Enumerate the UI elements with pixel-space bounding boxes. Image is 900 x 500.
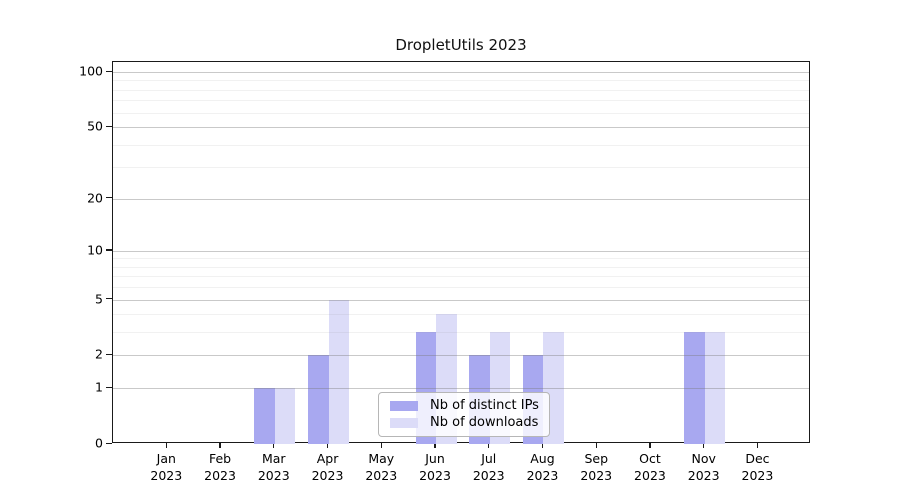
plot-area bbox=[112, 61, 810, 444]
x-tick-year: 2023 bbox=[204, 467, 236, 483]
legend-item-downloads: Nb of downloads bbox=[387, 415, 539, 430]
x-tick-label-dec: Dec 2023 bbox=[727, 451, 787, 484]
x-tick-mark bbox=[434, 443, 436, 448]
y-tick-mark bbox=[106, 386, 112, 388]
x-tick-month: Jul bbox=[481, 451, 497, 466]
x-tick-mark bbox=[488, 443, 490, 448]
x-tick-label-aug: Aug 2023 bbox=[512, 451, 572, 484]
chart-title: DropletUtils 2023 bbox=[395, 36, 527, 54]
x-tick-mark bbox=[703, 443, 705, 448]
x-tick-label-apr: Apr 2023 bbox=[298, 451, 358, 484]
x-tick-year: 2023 bbox=[687, 467, 720, 483]
y-tick-mark bbox=[106, 197, 112, 199]
y-tick-label: 2 bbox=[95, 346, 103, 362]
x-tick-mark bbox=[541, 443, 544, 448]
bar-distinct-ips-apr bbox=[308, 355, 329, 444]
y-tick-mark bbox=[106, 70, 112, 72]
bar-downloads-mar bbox=[274, 388, 296, 444]
x-tick-year: 2023 bbox=[472, 467, 505, 483]
y-tick-label: 20 bbox=[87, 190, 103, 206]
x-tick-label-may: May 2023 bbox=[351, 451, 411, 484]
y-tick-label: 10 bbox=[87, 242, 103, 258]
legend-swatch-distinct-ips bbox=[390, 400, 418, 411]
x-tick-month: Aug bbox=[530, 451, 555, 466]
x-tick-month: Feb bbox=[208, 451, 232, 466]
y-tick-mark bbox=[106, 353, 112, 356]
y-tick-label: 50 bbox=[87, 118, 103, 134]
x-tick-year: 2023 bbox=[741, 467, 774, 483]
x-tick-year: 2023 bbox=[257, 467, 290, 483]
x-tick-month: Sep bbox=[584, 451, 608, 466]
x-tick-label-sep: Sep 2023 bbox=[566, 451, 626, 484]
x-tick-month: Jan bbox=[156, 451, 176, 466]
y-tick-label: 100 bbox=[79, 63, 103, 79]
x-tick-label-jul: Jul 2023 bbox=[459, 451, 519, 484]
x-tick-month: May bbox=[368, 451, 395, 466]
y-tick-mark bbox=[106, 442, 112, 444]
legend: Nb of distinct IPs Nb of downloads bbox=[378, 392, 550, 437]
y-tick-mark bbox=[106, 125, 112, 127]
x-tick-label-jan: Jan 2023 bbox=[136, 451, 196, 484]
legend-label-downloads: Nb of downloads bbox=[430, 415, 539, 430]
x-tick-year: 2023 bbox=[311, 467, 344, 483]
legend-swatch-downloads bbox=[390, 417, 418, 428]
x-tick-month: Jun bbox=[425, 451, 445, 466]
x-tick-label-oct: Oct 2023 bbox=[620, 451, 680, 484]
x-tick-mark bbox=[326, 443, 329, 448]
x-tick-year: 2023 bbox=[365, 467, 398, 483]
y-tick-mark bbox=[106, 298, 112, 300]
x-tick-year: 2023 bbox=[580, 467, 613, 483]
x-tick-label-jun: Jun 2023 bbox=[405, 451, 465, 484]
bar-downloads-apr bbox=[328, 299, 350, 444]
y-tick-mark bbox=[106, 249, 112, 251]
y-tick-label: 5 bbox=[95, 291, 103, 307]
bar-distinct-ips-mar bbox=[254, 388, 275, 444]
x-tick-month: Apr bbox=[316, 451, 339, 466]
x-tick-month: Oct bbox=[639, 451, 661, 466]
x-tick-month: Nov bbox=[691, 451, 716, 466]
legend-label-distinct-ips: Nb of distinct IPs bbox=[430, 398, 539, 413]
x-tick-label-feb: Feb 2023 bbox=[190, 451, 250, 484]
x-tick-year: 2023 bbox=[634, 467, 666, 483]
x-tick-mark bbox=[649, 443, 651, 448]
x-tick-year: 2023 bbox=[526, 467, 559, 483]
x-tick-mark bbox=[595, 443, 597, 448]
bar-distinct-ips-nov bbox=[684, 332, 705, 444]
y-tick-label: 0 bbox=[95, 435, 103, 451]
bars-layer bbox=[113, 62, 809, 444]
x-tick-year: 2023 bbox=[150, 467, 183, 483]
x-tick-mark bbox=[165, 443, 167, 448]
x-tick-month: Mar bbox=[261, 451, 286, 466]
x-tick-mark bbox=[380, 443, 382, 448]
x-tick-mark bbox=[756, 443, 759, 448]
x-tick-mark bbox=[273, 443, 275, 448]
x-tick-label-mar: Mar 2023 bbox=[244, 451, 304, 484]
legend-item-distinct-ips: Nb of distinct IPs bbox=[387, 398, 539, 413]
x-tick-year: 2023 bbox=[419, 467, 451, 483]
y-tick-label: 1 bbox=[95, 379, 103, 395]
x-tick-mark bbox=[219, 443, 221, 448]
bar-downloads-nov bbox=[704, 332, 726, 444]
x-tick-month: Dec bbox=[745, 451, 770, 466]
x-tick-label-nov: Nov 2023 bbox=[674, 451, 734, 484]
